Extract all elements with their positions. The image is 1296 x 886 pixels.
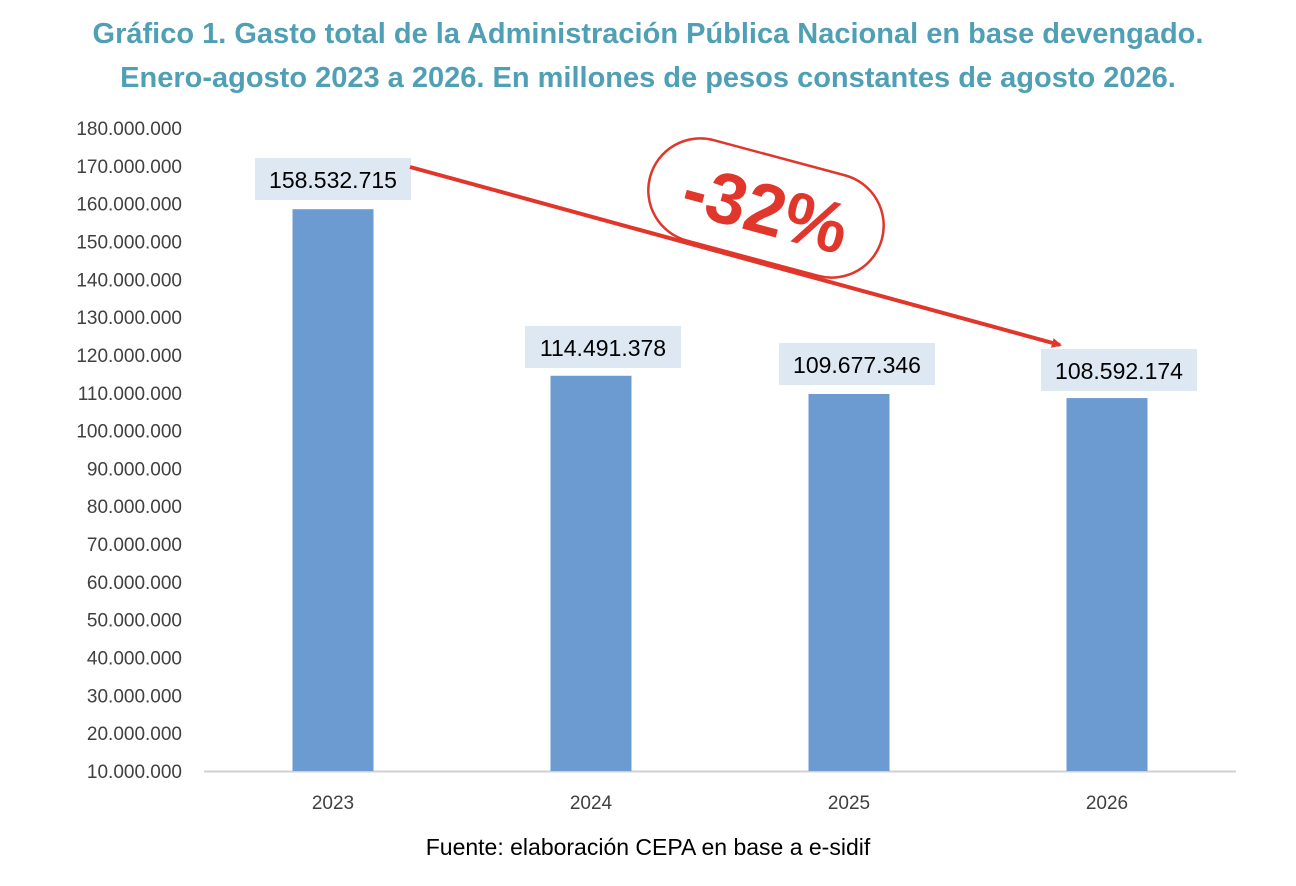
y-tick-label: 50.000.000 [87,611,182,632]
bar [292,209,374,772]
source-note: Fuente: elaboración CEPA en base a e-sid… [425,834,871,860]
bar [550,375,632,771]
data-label: 109.677.346 [793,352,921,378]
data-label-box [779,343,935,385]
trend-arrow [409,165,1062,348]
data-label-box [255,158,411,200]
y-tick-label: 90.000.000 [87,459,182,480]
change-annotation: -32% [647,137,885,279]
chart-title-line-1: Gráfico 1. Gasto total de la Administrac… [92,18,1204,50]
y-tick-label: 60.000.000 [87,573,182,594]
y-tick-label: 10.000.000 [87,762,182,783]
y-tick-label: 160.000.000 [76,195,182,216]
y-tick-label: 180.000.000 [76,119,182,140]
x-tick-label: 2024 [570,793,613,814]
x-tick-label: 2025 [828,793,870,814]
y-tick-label: 140.000.000 [76,270,182,291]
chart-title-line-2: Enero-agosto 2023 a 2026. En millones de… [120,62,1176,94]
y-tick-label: 150.000.000 [76,232,182,253]
bar [808,393,890,771]
y-tick-label: 110.000.000 [78,384,182,405]
y-tick-label: 30.000.000 [87,686,182,707]
y-tick-label: 170.000.000 [76,157,182,178]
y-tick-label: 70.000.000 [87,535,182,556]
y-tick-label: 100.000.000 [76,422,182,443]
data-label-box [1041,349,1197,391]
data-label: 114.491.378 [540,335,666,361]
x-tick-label: 2023 [312,793,354,814]
y-tick-label: 20.000.000 [87,724,182,745]
x-tick-label: 2026 [1086,793,1128,814]
data-label-box [525,326,681,368]
data-label: 108.592.174 [1055,358,1183,384]
chart-title: Gráfico 1. Gasto total de la Administrac… [0,12,1296,100]
y-tick-label: 80.000.000 [87,497,182,518]
change-annotation-pill [647,137,885,279]
y-tick-label: 130.000.000 [76,308,182,329]
data-label: 158.532.715 [269,167,397,193]
y-tick-label: 40.000.000 [87,649,182,670]
bar [1066,398,1148,771]
y-tick-label: 120.000.000 [76,346,182,367]
